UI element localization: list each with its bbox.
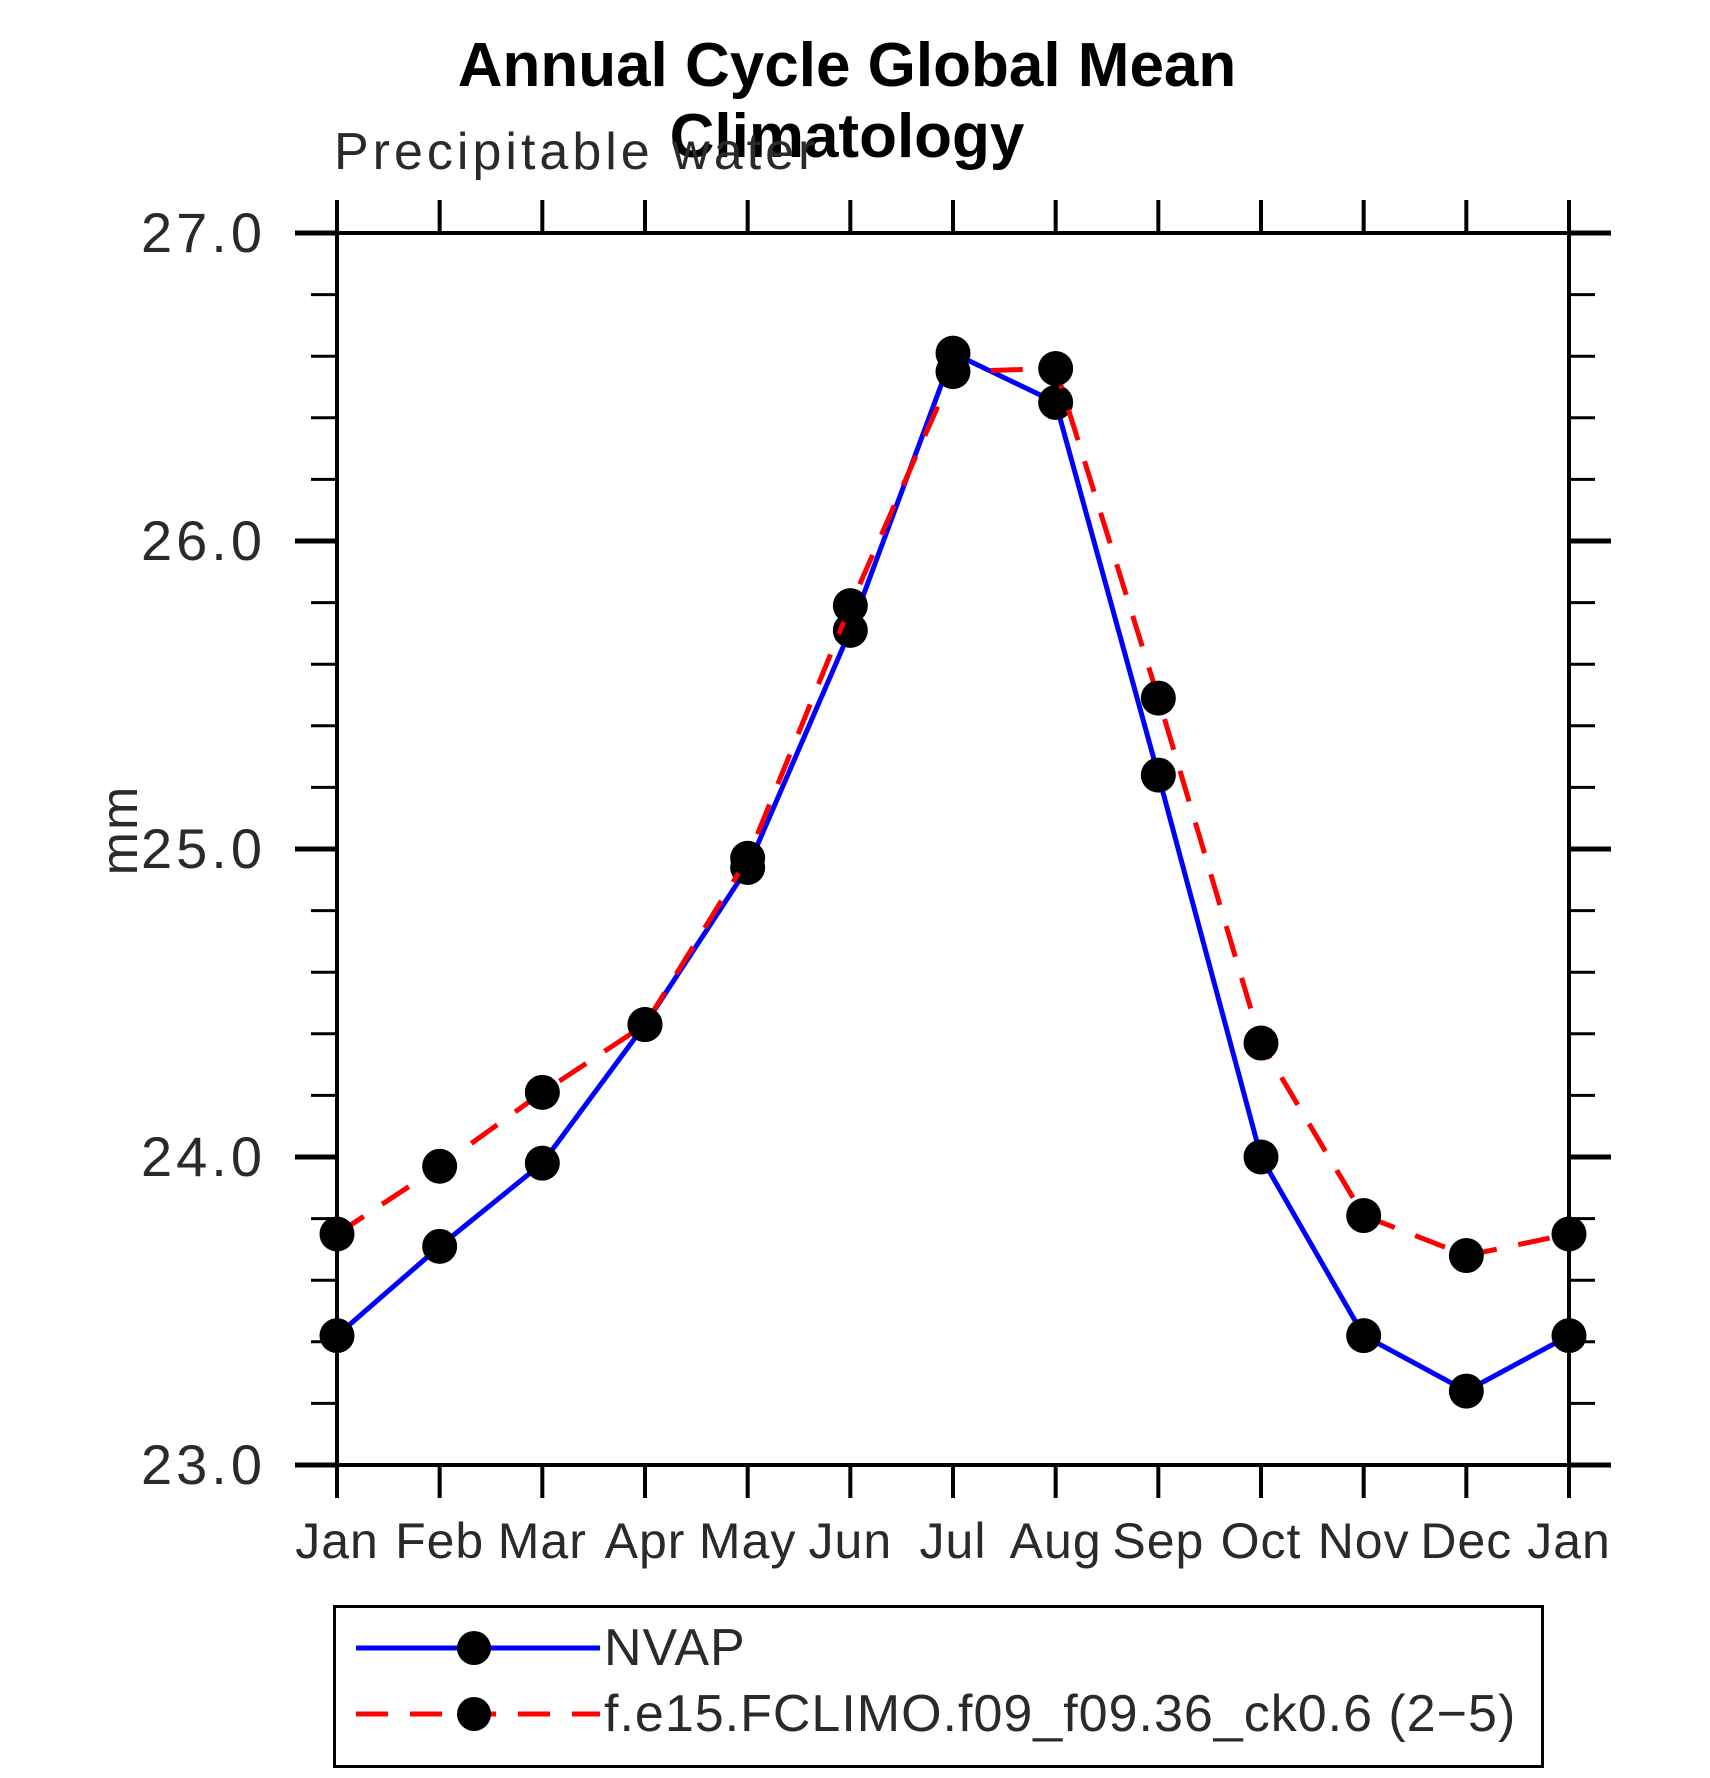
data-point-marker: [1551, 1318, 1587, 1354]
data-point-marker: [935, 354, 971, 390]
y-tick-label: 26.0: [141, 509, 266, 572]
x-tick-label: Nov: [1318, 1513, 1410, 1569]
x-tick-label: Oct: [1221, 1513, 1302, 1569]
legend-label: f.e15.FCLIMO.f09_f09.36_ck0.6 (2−5): [604, 1685, 1517, 1743]
plot-frame: [335, 231, 1571, 1467]
data-point-marker: [524, 1074, 560, 1110]
data-point-marker: [422, 1228, 458, 1264]
series-line-0: [335, 349, 1571, 1394]
chart-title: Annual Cycle Global Mean Climatology: [457, 31, 1237, 171]
x-tick-label: May: [699, 1513, 796, 1569]
x-tick-label: Feb: [395, 1513, 484, 1569]
data-point-marker: [1038, 384, 1074, 420]
legend-marker-dot: [457, 1631, 491, 1665]
legend-marker-dot: [457, 1697, 491, 1731]
data-point-marker: [319, 1216, 355, 1252]
data-point-marker: [1140, 680, 1176, 716]
x-tick-label: Apr: [605, 1513, 686, 1569]
data-point-marker: [730, 840, 766, 876]
data-point-marker: [1243, 1025, 1279, 1061]
data-point-marker: [1140, 757, 1176, 793]
data-point-marker: [1243, 1139, 1279, 1175]
y-tick-label: 24.0: [141, 1125, 266, 1188]
y-tick-label: 25.0: [141, 817, 266, 880]
x-tick-label: Jul: [920, 1513, 987, 1569]
data-point-marker: [832, 588, 868, 624]
data-point-marker: [1551, 1216, 1587, 1252]
chart-subtitle: Precipitable water: [334, 123, 820, 181]
data-point-marker: [1038, 351, 1074, 387]
legend-entry-nvap: NVAP: [352, 1619, 746, 1677]
x-tick-label: Aug: [1010, 1513, 1102, 1569]
legend-label: NVAP: [604, 1619, 746, 1677]
data-point-marker: [319, 1318, 355, 1354]
data-point-marker: [1346, 1318, 1382, 1354]
data-point-marker: [1346, 1198, 1382, 1234]
legend-box: NVAP f.e15.FCLIMO.f09_f09.36_ck0.6 (2−5): [333, 1605, 1544, 1768]
x-tick-label: Jun: [809, 1513, 893, 1569]
legend-line-sample-dashed: [356, 1697, 600, 1731]
data-point-marker: [1448, 1373, 1484, 1409]
x-tick-label: Jan: [1527, 1513, 1611, 1569]
legend-line-sample-solid: [356, 1631, 600, 1665]
x-tick-label: Sep: [1112, 1513, 1204, 1569]
x-tick-label: Jan: [295, 1513, 379, 1569]
x-tick-label: Dec: [1420, 1513, 1512, 1569]
data-point-marker: [422, 1148, 458, 1184]
x-tick-label: Mar: [498, 1513, 587, 1569]
data-point-marker: [627, 1007, 663, 1043]
legend-entry-model: f.e15.FCLIMO.f09_f09.36_ck0.6 (2−5): [352, 1685, 1516, 1743]
y-tick-label: 27.0: [141, 201, 266, 264]
series-line-1: [335, 365, 1570, 1259]
data-point-marker: [1448, 1238, 1484, 1274]
y-tick-label: 23.0: [141, 1433, 266, 1496]
data-point-marker: [524, 1145, 560, 1181]
